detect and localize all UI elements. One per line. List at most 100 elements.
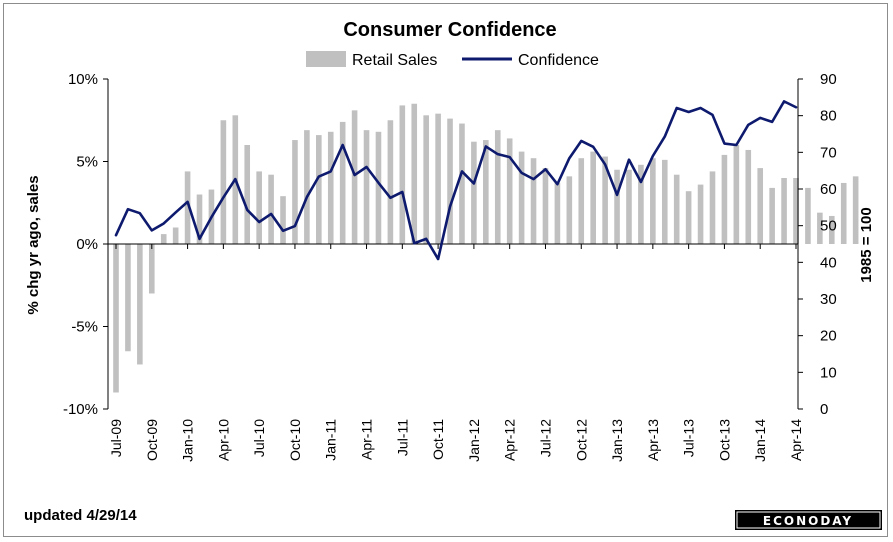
retail-sales-bar-jun-2010 xyxy=(244,145,251,244)
right-tick-label-90: 90 xyxy=(820,71,837,88)
econoday-logo-text: ECONODAY xyxy=(763,514,853,528)
retail-sales-bar-oct-2013 xyxy=(721,154,728,244)
left-tick-label-10: 10% xyxy=(68,71,98,88)
left-axis-title: % chg yr ago, sales xyxy=(25,175,42,314)
retail-sales-bar-sep-2009 xyxy=(137,244,143,365)
legend-label-confidence: Confidence xyxy=(518,52,599,69)
econoday-logo-border xyxy=(736,511,881,529)
retail-sales-bar-jul-2014 xyxy=(828,215,835,244)
retail-sales-bar-dec-2009 xyxy=(172,227,179,244)
legend: Retail Sales Confidence xyxy=(306,51,599,69)
retail-sales-bar-oct-2011 xyxy=(435,113,441,245)
axes xyxy=(107,79,799,409)
retail-sales-bar-feb-2010 xyxy=(196,194,203,244)
econoday-logo-bg xyxy=(735,510,882,530)
retail-sales-bar-apr-2013 xyxy=(650,158,656,244)
retail-sales-bar-nov-2009 xyxy=(160,234,167,244)
retail-sales-bar-may-2013 xyxy=(661,159,668,244)
retail-sales-bar-sep-2011 xyxy=(423,115,429,244)
x-tick-label-jul-11: Jul-11 xyxy=(394,419,410,456)
x-tick-label-apr-14: Apr-14 xyxy=(788,419,804,461)
confidence-line-layer xyxy=(114,100,798,261)
right-tick-label-70: 70 xyxy=(820,144,837,161)
retail-sales-bar-oct-2010 xyxy=(292,140,298,244)
right-tick-label-80: 80 xyxy=(820,108,837,125)
retail-sales-bars xyxy=(113,103,859,393)
retail-sales-bar-nov-2013 xyxy=(733,145,740,244)
retail-sales-bar-aug-2011 xyxy=(411,103,418,244)
retail-sales-bar-may-2012 xyxy=(518,151,525,244)
x-tick-label-oct-13: Oct-13 xyxy=(716,419,732,461)
retail-sales-bar-aug-2013 xyxy=(697,184,704,244)
retail-sales-bar-jun-2014 xyxy=(817,212,823,244)
retail-sales-bar-dec-2013 xyxy=(745,149,752,244)
retail-sales-bar-mar-2011 xyxy=(351,110,358,244)
retail-sales-bar-sep-2012 xyxy=(566,176,573,244)
right-tick-label-30: 30 xyxy=(820,291,837,308)
retail-sales-bar-jul-2011 xyxy=(399,105,406,245)
x-axis-ticks: Jul-09 Oct-09 Jan-10 Apr-10 Jul-10 Oct-10 Jan-… xyxy=(108,244,804,462)
right-axis-title: 1985 = 100 xyxy=(858,207,875,283)
retail-sales-bar-apr-2011 xyxy=(363,130,370,244)
x-tick-label-apr-13: Apr-13 xyxy=(645,419,661,461)
retail-sales-bar-may-2011 xyxy=(375,131,382,244)
x-tick-label-jul-13: Jul-13 xyxy=(681,419,697,457)
retail-sales-bar-nov-2012 xyxy=(590,151,596,244)
legend-label-retail-sales: Retail Sales xyxy=(352,52,437,69)
x-tick-label-jan-11: Jan-11 xyxy=(323,419,339,461)
x-tick-label-oct-12: Oct-12 xyxy=(573,419,589,461)
x-tick-label-oct-10: Oct-10 xyxy=(287,419,303,461)
x-tick-label-apr-11: Apr-11 xyxy=(359,419,375,460)
retail-sales-bar-apr-2014 xyxy=(793,178,799,244)
right-tick-label-50: 50 xyxy=(820,218,837,235)
retail-sales-bar-feb-2012 xyxy=(483,140,489,244)
retail-sales-bar-may-2014 xyxy=(805,187,811,244)
x-tick-label-apr-10: Apr-10 xyxy=(215,419,231,461)
x-tick-label-apr-12: Apr-12 xyxy=(502,419,518,461)
retail-sales-bar-jan-2013 xyxy=(614,169,620,244)
retail-sales-bar-jul-2009 xyxy=(113,244,119,393)
retail-sales-bar-dec-2010 xyxy=(316,135,322,244)
x-tick-label-oct-09: Oct-09 xyxy=(144,419,160,461)
x-tick-label-jul-12: Jul-12 xyxy=(537,419,553,457)
retail-sales-bar-feb-2014 xyxy=(769,187,775,244)
retail-sales-bar-aug-2012 xyxy=(554,182,561,244)
retail-sales-bar-sep-2014 xyxy=(852,176,859,244)
legend-swatch-retail-sales xyxy=(306,51,346,67)
retail-sales-bar-mar-2014 xyxy=(781,178,787,244)
right-tick-label-10: 10 xyxy=(820,364,837,381)
retail-sales-bar-jan-2012 xyxy=(471,141,477,244)
retail-sales-bar-nov-2010 xyxy=(304,130,310,244)
retail-sales-bar-aug-2009 xyxy=(125,244,131,352)
right-tick-label-0: 0 xyxy=(820,401,828,418)
x-tick-label-jul-09: Jul-09 xyxy=(108,419,124,457)
retail-sales-bar-dec-2011 xyxy=(459,123,465,244)
left-tick-label-5: -5% xyxy=(71,319,98,336)
confidence-series-line xyxy=(114,100,798,261)
chart-title: Consumer Confidence xyxy=(343,19,556,41)
left-tick-label-5: 5% xyxy=(76,154,98,171)
retail-sales-bar-jul-2013 xyxy=(685,191,692,244)
retail-sales-bar-jan-2014 xyxy=(757,168,764,244)
retail-sales-bar-sep-2010 xyxy=(280,196,286,244)
retail-sales-bar-jul-2012 xyxy=(542,168,549,244)
updated-date: updated 4/29/14 xyxy=(24,507,137,524)
x-tick-label-oct-11: Oct-11 xyxy=(430,419,446,460)
retail-sales-bar-mar-2013 xyxy=(638,164,644,244)
retail-sales-bar-oct-2012 xyxy=(578,158,585,244)
x-tick-label-jan-10: Jan-10 xyxy=(180,419,196,462)
econoday-logo: ECONODAY xyxy=(735,510,882,530)
x-tick-label-jan-12: Jan-12 xyxy=(466,419,482,462)
x-tick-label-jan-14: Jan-14 xyxy=(752,419,768,462)
retail-sales-bar-jun-2012 xyxy=(530,158,537,244)
retail-sales-bar-oct-2009 xyxy=(148,244,155,294)
retail-sales-bar-feb-2013 xyxy=(626,169,632,244)
left-axis-ticks: -10% -5% 0% 5% 10% xyxy=(63,71,108,418)
retail-sales-bar-jan-2010 xyxy=(184,171,191,244)
retail-sales-bar-jun-2013 xyxy=(673,174,680,244)
retail-sales-bar-aug-2014 xyxy=(840,182,847,244)
retail-sales-bar-nov-2011 xyxy=(447,118,453,244)
retail-sales-bar-feb-2011 xyxy=(339,121,346,244)
right-tick-label-20: 20 xyxy=(820,328,837,345)
